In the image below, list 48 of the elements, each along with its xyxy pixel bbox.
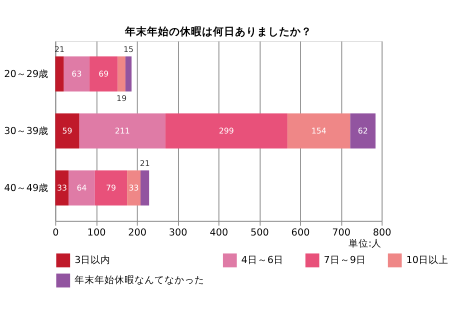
x-tick-label: 800 — [372, 227, 392, 238]
x-tick-label: 600 — [291, 227, 310, 238]
bar — [350, 113, 376, 148]
data-label: 62 — [358, 126, 368, 136]
chart-title: 年末年始の休暇は何日ありましたか？ — [124, 24, 312, 38]
x-tick-label: 500 — [250, 227, 269, 238]
data-label: 59 — [62, 126, 72, 136]
legend-label: 年末年始休暇なんてなかった — [74, 274, 205, 286]
y-tick-label: 30～39歳 — [4, 125, 49, 138]
x-tick-label: 0 — [52, 227, 59, 238]
data-label: 79 — [106, 184, 116, 193]
bar — [125, 56, 132, 92]
legend-label: 10日以上 — [406, 254, 449, 266]
bar — [140, 170, 150, 206]
data-label: 211 — [114, 126, 130, 136]
x-tick-label: 400 — [210, 227, 228, 238]
x-tick-label: 300 — [168, 227, 188, 238]
bar — [94, 170, 128, 206]
data-label: 19 — [116, 94, 127, 104]
data-label: 33 — [128, 184, 139, 193]
x-tick-label: 100 — [87, 227, 106, 238]
bar — [287, 113, 350, 148]
data-label: 69 — [98, 70, 109, 79]
data-label: 33 — [56, 184, 68, 193]
data-label: 64 — [76, 184, 87, 193]
bar — [90, 56, 118, 92]
bar — [127, 170, 141, 206]
data-label: 154 — [311, 126, 326, 136]
data-label: 21 — [140, 159, 150, 168]
data-label: 299 — [218, 126, 234, 136]
x-tick-label: 200 — [128, 227, 147, 238]
text: 単位:人 — [348, 237, 382, 250]
legend-label: 3日以内 — [74, 254, 111, 266]
x-tick-label: 700 — [332, 227, 351, 238]
bar — [79, 113, 166, 148]
data-label: 15 — [123, 44, 134, 54]
bar — [64, 56, 90, 92]
y-tick-label: 40～49歳 — [4, 182, 49, 194]
y-tick-label: 20～29歳 — [4, 68, 49, 80]
bar — [55, 56, 64, 92]
bar — [165, 113, 288, 148]
legend-label: 7日～9日 — [324, 255, 366, 266]
data-label: 63 — [72, 70, 82, 79]
bar — [118, 56, 126, 92]
legend-label: 4日～6日 — [241, 255, 284, 266]
bar — [55, 113, 80, 148]
bar — [55, 170, 69, 206]
bar — [68, 170, 95, 206]
